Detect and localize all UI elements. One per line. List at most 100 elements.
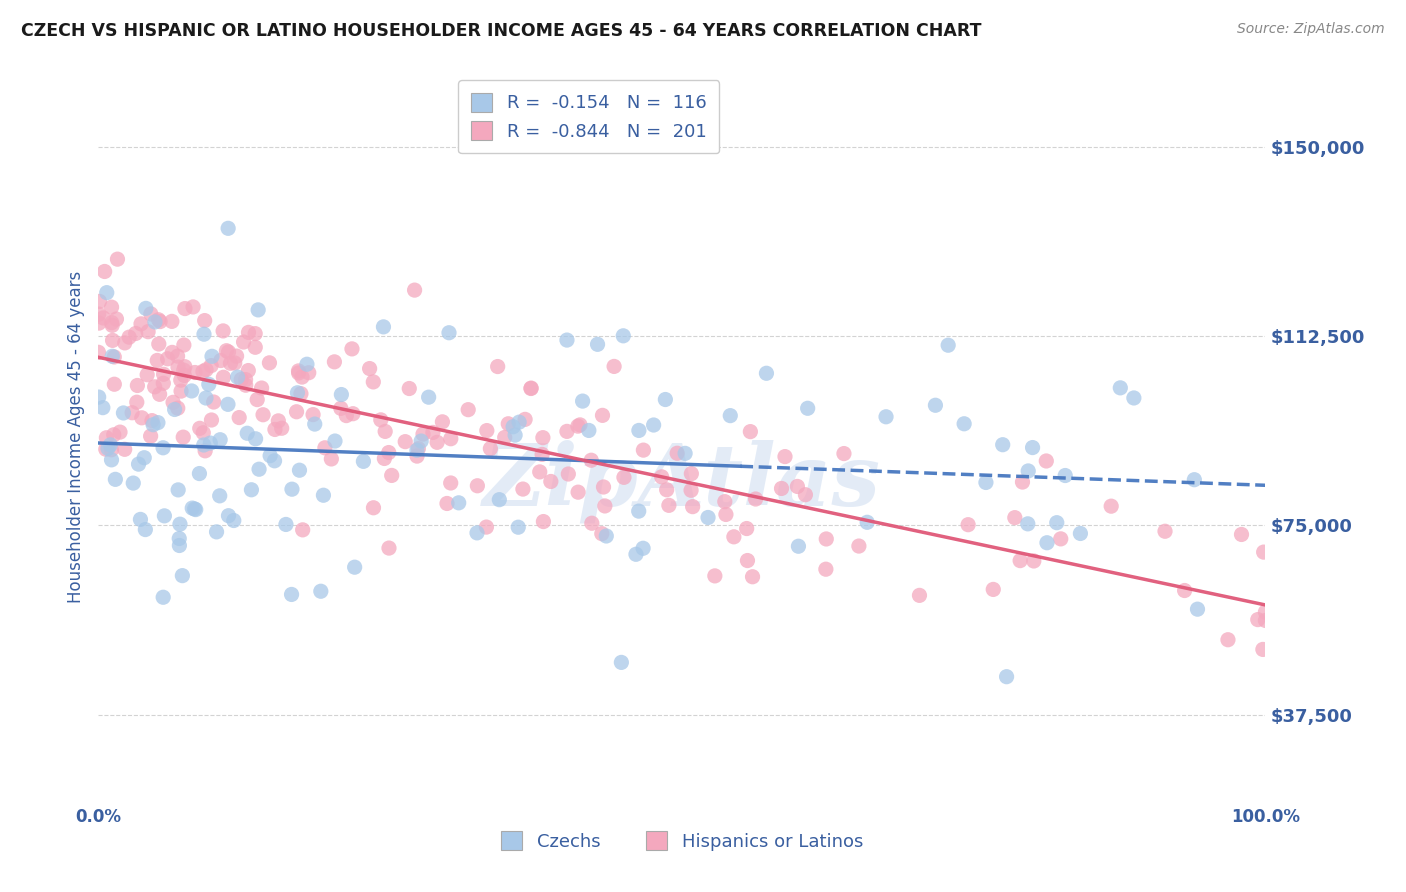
Y-axis label: Householder Income Ages 45 - 64 years: Householder Income Ages 45 - 64 years [66, 271, 84, 603]
Point [134, 523, 156, 537]
Point [703, 569, 725, 583]
Point [226, 370, 249, 384]
Point [215, 343, 238, 358]
Point [136, 325, 159, 339]
Point [193, 327, 215, 342]
Legend: Czechs, Hispanics or Latinos: Czechs, Hispanics or Latinos [492, 822, 872, 860]
Point [603, 359, 626, 374]
Point [508, 415, 530, 429]
Point [232, 334, 254, 349]
Point [167, 532, 190, 546]
Point [287, 366, 309, 380]
Point [486, 359, 509, 374]
Point [681, 467, 703, 481]
Point [627, 504, 650, 518]
Point [512, 482, 534, 496]
Point [411, 434, 433, 448]
Point [153, 508, 176, 523]
Point [1022, 554, 1045, 568]
Point [104, 472, 127, 486]
Point [1230, 527, 1253, 541]
Point [218, 345, 240, 359]
Point [166, 349, 188, 363]
Point [172, 430, 194, 444]
Point [457, 402, 479, 417]
Point [285, 405, 308, 419]
Point [200, 436, 222, 450]
Point [627, 424, 650, 438]
Point [121, 406, 143, 420]
Point [243, 326, 266, 341]
Point [498, 417, 520, 431]
Point [502, 419, 524, 434]
Point [134, 450, 156, 465]
Point [613, 470, 636, 484]
Point [856, 516, 879, 530]
Point [172, 568, 194, 582]
Point [270, 421, 292, 435]
Point [378, 541, 401, 555]
Point [309, 584, 332, 599]
Point [163, 402, 186, 417]
Point [1154, 524, 1177, 539]
Point [222, 514, 245, 528]
Point [908, 588, 931, 602]
Point [149, 387, 172, 401]
Point [112, 406, 135, 420]
Point [122, 476, 145, 491]
Point [1254, 605, 1277, 619]
Point [238, 326, 260, 340]
Point [1054, 468, 1077, 483]
Point [212, 370, 235, 384]
Point [304, 417, 326, 431]
Point [173, 363, 195, 377]
Point [520, 382, 543, 396]
Point [129, 512, 152, 526]
Point [181, 300, 204, 314]
Point [114, 442, 136, 457]
Point [773, 450, 796, 464]
Point [152, 591, 174, 605]
Point [193, 438, 215, 452]
Point [1017, 516, 1039, 531]
Point [741, 570, 763, 584]
Point [225, 349, 247, 363]
Point [557, 467, 579, 481]
Point [198, 377, 221, 392]
Point [412, 427, 434, 442]
Point [531, 515, 554, 529]
Point [170, 373, 193, 387]
Point [209, 433, 232, 447]
Point [173, 368, 195, 383]
Point [737, 553, 759, 567]
Point [170, 384, 193, 398]
Point [503, 428, 526, 442]
Point [181, 501, 204, 516]
Point [287, 364, 309, 378]
Point [98, 438, 121, 452]
Point [87, 316, 110, 330]
Point [169, 539, 191, 553]
Point [681, 483, 703, 498]
Point [103, 377, 125, 392]
Point [87, 345, 110, 359]
Point [571, 394, 593, 409]
Point [1036, 535, 1059, 549]
Point [135, 301, 157, 316]
Point [666, 446, 689, 460]
Point [1187, 602, 1209, 616]
Point [531, 431, 554, 445]
Point [108, 425, 131, 439]
Point [125, 395, 148, 409]
Point [374, 425, 396, 439]
Text: CZECH VS HISPANIC OR LATINO HOUSEHOLDER INCOME AGES 45 - 64 YEARS CORRELATION CH: CZECH VS HISPANIC OR LATINO HOUSEHOLDER … [21, 22, 981, 40]
Point [578, 424, 600, 438]
Point [114, 335, 136, 350]
Point [236, 426, 259, 441]
Point [422, 425, 444, 440]
Point [581, 453, 603, 467]
Point [100, 442, 122, 457]
Point [591, 526, 613, 541]
Point [875, 409, 897, 424]
Point [714, 508, 737, 522]
